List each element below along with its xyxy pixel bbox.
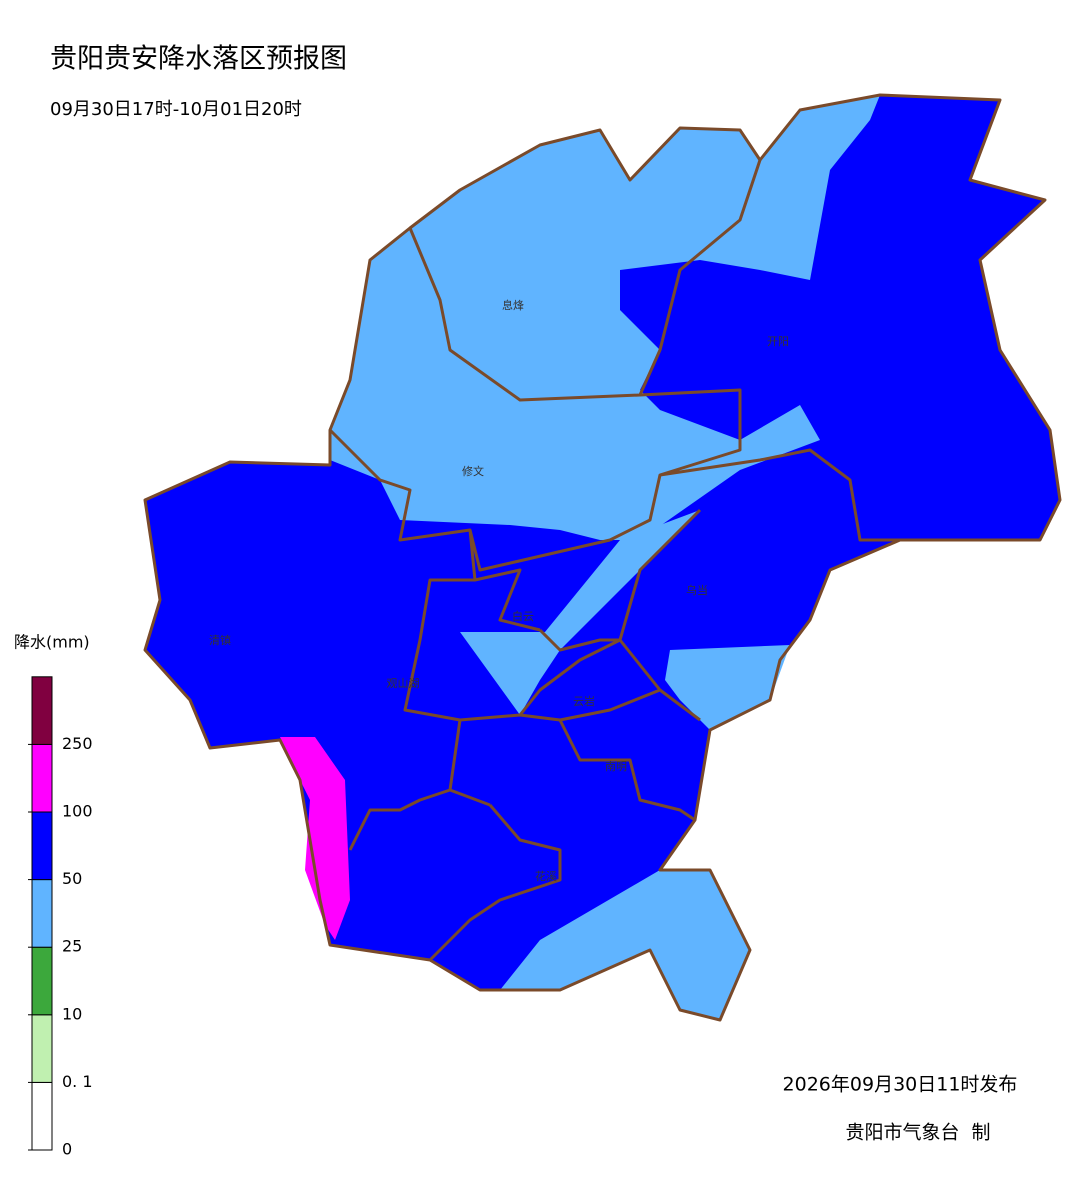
- region-moderate-rain: [330, 95, 880, 540]
- map: [143, 93, 1062, 1022]
- district-label: 修文: [462, 464, 484, 478]
- legend-swatch: [31, 946, 53, 1016]
- title: 贵阳贵安降水落区预报图: [50, 44, 347, 75]
- region-moderate-rain: [665, 645, 790, 730]
- legend-label: 50: [62, 869, 82, 888]
- legend-swatch: [31, 1081, 53, 1151]
- subtitle: 09月30日17时-10月01日20时: [50, 99, 302, 120]
- legend-swatch: [31, 743, 53, 813]
- issued: 2026年09月30日11时发布: [783, 1074, 1018, 1096]
- legend: 0 0. 1 10 25 50 100 250: [28, 676, 93, 1159]
- legend-swatch: [31, 811, 53, 881]
- legend-title: 降水(mm): [14, 633, 90, 652]
- legend-swatch: [31, 879, 53, 948]
- legend-label: 10: [62, 1004, 82, 1023]
- legend-label: 250: [62, 734, 93, 753]
- legend-label: 0. 1: [62, 1072, 93, 1091]
- agency: 贵阳市气象台 制: [845, 1122, 990, 1144]
- legend-label: 25: [62, 937, 82, 956]
- legend-label: 100: [62, 802, 93, 821]
- legend-swatch: [31, 1014, 53, 1083]
- district-label: 观山湖: [387, 677, 420, 690]
- legend-label: 0: [62, 1140, 72, 1159]
- district-label: 开阳: [767, 335, 789, 348]
- district-label: 乌当: [686, 583, 708, 597]
- district-label: 花溪: [535, 870, 557, 883]
- region-moderate-rain: [460, 510, 700, 715]
- district-label: 息烽: [502, 298, 524, 312]
- district-border: [328, 159, 900, 962]
- district-label: 云岩: [573, 694, 595, 708]
- district-label: 清镇: [209, 633, 231, 647]
- region-torrential-rain: [280, 737, 350, 940]
- district-label: 白云: [512, 609, 534, 623]
- legend-swatch: [31, 676, 53, 745]
- region-moderate-rain: [500, 870, 750, 1020]
- district-label: 南明: [605, 760, 627, 773]
